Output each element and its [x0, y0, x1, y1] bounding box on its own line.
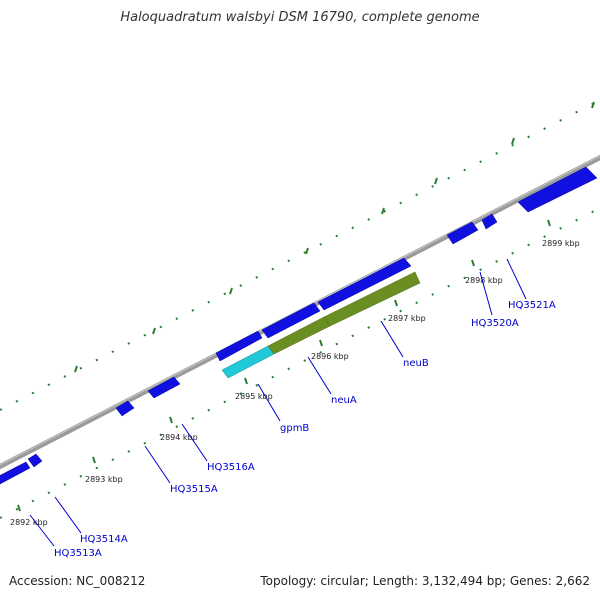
scale-tick	[17, 504, 21, 512]
gene-arrow[interactable]	[115, 400, 135, 417]
scale-ticks	[17, 219, 551, 512]
label-leaders	[29, 258, 527, 547]
upper-scale-ticks	[74, 101, 595, 373]
neub-feature[interactable]	[323, 271, 421, 327]
scale-tick	[305, 247, 309, 255]
scale-tick	[591, 101, 595, 109]
gene-arrow[interactable]	[0, 461, 31, 488]
leader-line	[54, 496, 82, 534]
leader-line	[257, 383, 281, 422]
upper-tick-guide	[0, 99, 600, 411]
scale-tick	[471, 259, 475, 267]
gene-arrow[interactable]	[147, 376, 181, 399]
leader-line	[506, 258, 527, 300]
leader-line	[144, 445, 171, 484]
scale-label: 2893 kbp	[85, 475, 123, 484]
gene-features	[0, 166, 598, 488]
gene-label-hq3514a[interactable]: HQ3514A	[80, 534, 128, 545]
scale-tick	[381, 207, 385, 215]
gene-label-gpmb[interactable]: gpmB	[280, 423, 309, 434]
gene-arrow[interactable]	[517, 166, 598, 213]
scale-tick	[547, 219, 551, 227]
leader-line	[307, 356, 332, 395]
scale-label: 2897 kbp	[388, 314, 426, 323]
lower-tick-guide	[0, 207, 600, 519]
gene-label-neub[interactable]: neuB	[403, 358, 429, 369]
scale-label: 2898 kbp	[465, 276, 503, 285]
gene-arrow[interactable]	[317, 257, 412, 311]
genome-title: Haloquadratum walsbyi DSM 16790, complet…	[120, 10, 480, 25]
leader-line	[380, 320, 404, 358]
gene-label-neua[interactable]: neuA	[331, 395, 357, 406]
gene-label-hq3521a[interactable]: HQ3521A	[508, 300, 556, 311]
gene-label-hq3513a[interactable]: HQ3513A	[54, 548, 102, 559]
scale-tick	[169, 416, 173, 424]
scale-label: 2896 kbp	[311, 352, 349, 361]
leader-line	[479, 271, 493, 316]
leader-line	[181, 423, 208, 462]
scale-label: 2894 kbp	[160, 433, 198, 442]
gene-arrow[interactable]	[27, 453, 43, 468]
gene-label-hq3515a[interactable]: HQ3515A	[170, 484, 218, 495]
gene-arrow[interactable]	[215, 330, 263, 362]
scale-tick	[229, 287, 233, 295]
scale-tick	[394, 299, 398, 307]
gene-label-hq3520a[interactable]: HQ3520A	[471, 318, 519, 329]
scale-tick	[511, 137, 515, 145]
accession-text: Accession: NC_008212	[9, 574, 146, 588]
gene-arrow[interactable]	[481, 213, 498, 230]
scale-tick	[152, 327, 156, 335]
gene-label-hq3516a[interactable]: HQ3516A	[207, 462, 255, 473]
scale-tick	[319, 339, 323, 347]
scale-tick	[244, 377, 248, 385]
genome-summary-text: Topology: circular; Length: 3,132,494 bp…	[260, 574, 590, 588]
scale-tick	[92, 456, 96, 464]
scale-label: 2895 kbp	[235, 392, 273, 401]
gene-arrow[interactable]	[261, 302, 321, 339]
scale-tick	[74, 365, 78, 373]
scale-label: 2899 kbp	[542, 239, 580, 248]
scale-tick	[434, 177, 438, 185]
gene-arrow[interactable]	[446, 221, 479, 245]
scale-label: 2892 kbp	[10, 518, 48, 527]
leader-line	[29, 514, 55, 547]
